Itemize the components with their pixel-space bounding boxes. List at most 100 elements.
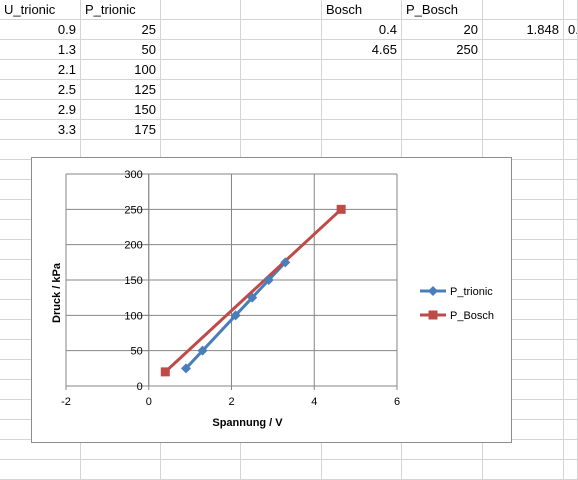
data-cell[interactable] — [402, 60, 483, 80]
empty-cell[interactable] — [0, 440, 81, 460]
empty-cell[interactable] — [483, 160, 564, 180]
data-cell[interactable] — [564, 120, 578, 140]
data-cell[interactable] — [483, 80, 564, 100]
data-cell[interactable] — [564, 60, 578, 80]
data-cell[interactable] — [241, 60, 322, 80]
header-cell[interactable] — [241, 0, 322, 20]
empty-cell[interactable] — [483, 280, 564, 300]
header-cell[interactable] — [483, 0, 564, 20]
header-cell[interactable]: P_Bosch — [402, 0, 483, 20]
data-cell[interactable] — [322, 120, 402, 140]
data-cell[interactable] — [483, 120, 564, 140]
data-cell[interactable] — [564, 40, 578, 60]
empty-cell[interactable] — [0, 460, 81, 480]
data-cell[interactable] — [483, 40, 564, 60]
empty-cell[interactable] — [564, 420, 578, 440]
empty-cell[interactable] — [564, 460, 578, 480]
empty-cell[interactable] — [483, 460, 564, 480]
data-cell[interactable]: 175 — [81, 120, 161, 140]
empty-cell[interactable] — [564, 360, 578, 380]
empty-cell[interactable] — [483, 240, 564, 260]
data-cell[interactable] — [241, 20, 322, 40]
data-cell[interactable] — [241, 120, 322, 140]
data-cell[interactable] — [483, 140, 564, 160]
data-cell[interactable]: 250 — [402, 40, 483, 60]
empty-cell[interactable] — [483, 260, 564, 280]
data-cell[interactable] — [564, 140, 578, 160]
data-cell[interactable] — [564, 100, 578, 120]
empty-cell[interactable] — [564, 380, 578, 400]
empty-cell[interactable] — [564, 320, 578, 340]
empty-cell[interactable] — [402, 440, 483, 460]
empty-cell[interactable] — [564, 200, 578, 220]
data-cell[interactable]: 0.36956522 — [564, 20, 578, 40]
data-cell[interactable] — [241, 100, 322, 120]
empty-cell[interactable] — [564, 220, 578, 240]
empty-cell[interactable] — [564, 240, 578, 260]
empty-cell[interactable] — [483, 320, 564, 340]
empty-cell[interactable] — [81, 460, 161, 480]
data-cell[interactable] — [161, 100, 241, 120]
empty-cell[interactable] — [564, 440, 578, 460]
empty-cell[interactable] — [81, 440, 161, 460]
data-cell[interactable]: 125 — [81, 80, 161, 100]
header-cell[interactable]: P_trionic — [81, 0, 161, 20]
data-cell[interactable]: 20 — [402, 20, 483, 40]
data-cell[interactable]: 1.3 — [0, 40, 81, 60]
data-cell[interactable]: 25 — [81, 20, 161, 40]
data-cell[interactable]: 2.1 — [0, 60, 81, 80]
data-cell[interactable] — [564, 80, 578, 100]
data-cell[interactable]: 50 — [81, 40, 161, 60]
data-cell[interactable] — [322, 100, 402, 120]
data-cell[interactable] — [161, 80, 241, 100]
data-cell[interactable] — [241, 80, 322, 100]
empty-cell[interactable] — [483, 340, 564, 360]
data-cell[interactable] — [483, 60, 564, 80]
empty-cell[interactable] — [564, 260, 578, 280]
empty-cell[interactable] — [161, 440, 241, 460]
empty-cell[interactable] — [483, 360, 564, 380]
empty-cell[interactable] — [483, 400, 564, 420]
chart[interactable]: 0 50 100 150 200 250 300 -2 0 2 4 6 Spannung / V Dr… — [31, 157, 512, 443]
header-cell[interactable]: U_trionic — [0, 0, 81, 20]
empty-cell[interactable] — [564, 160, 578, 180]
empty-cell[interactable] — [161, 460, 241, 480]
empty-cell[interactable] — [241, 440, 322, 460]
empty-cell[interactable] — [322, 440, 402, 460]
data-cell[interactable] — [322, 60, 402, 80]
empty-cell[interactable] — [483, 440, 564, 460]
empty-cell[interactable] — [564, 400, 578, 420]
data-cell[interactable] — [402, 80, 483, 100]
data-cell[interactable]: 0.9 — [0, 20, 81, 40]
data-cell[interactable] — [161, 60, 241, 80]
empty-cell[interactable] — [483, 180, 564, 200]
data-cell[interactable]: 3.3 — [0, 120, 81, 140]
data-cell[interactable] — [402, 100, 483, 120]
empty-cell[interactable] — [322, 460, 402, 480]
empty-cell[interactable] — [564, 280, 578, 300]
empty-cell[interactable] — [483, 380, 564, 400]
empty-cell[interactable] — [483, 220, 564, 240]
data-cell[interactable] — [322, 80, 402, 100]
empty-cell[interactable] — [564, 180, 578, 200]
data-cell[interactable] — [483, 100, 564, 120]
empty-cell[interactable] — [483, 200, 564, 220]
empty-cell[interactable] — [402, 460, 483, 480]
empty-cell[interactable] — [483, 420, 564, 440]
data-cell[interactable] — [161, 120, 241, 140]
data-cell[interactable]: 4.65 — [322, 40, 402, 60]
header-cell[interactable]: Bosch — [322, 0, 402, 20]
data-cell[interactable] — [402, 120, 483, 140]
empty-cell[interactable] — [564, 340, 578, 360]
data-cell[interactable]: 150 — [81, 100, 161, 120]
data-cell[interactable]: 2.9 — [0, 100, 81, 120]
data-cell[interactable] — [161, 40, 241, 60]
data-cell[interactable] — [241, 40, 322, 60]
empty-cell[interactable] — [241, 460, 322, 480]
data-cell[interactable]: 100 — [81, 60, 161, 80]
empty-cell[interactable] — [564, 300, 578, 320]
header-cell[interactable] — [161, 0, 241, 20]
empty-cell[interactable] — [483, 300, 564, 320]
data-cell[interactable]: 1.848 — [483, 20, 564, 40]
header-cell[interactable] — [564, 0, 578, 20]
